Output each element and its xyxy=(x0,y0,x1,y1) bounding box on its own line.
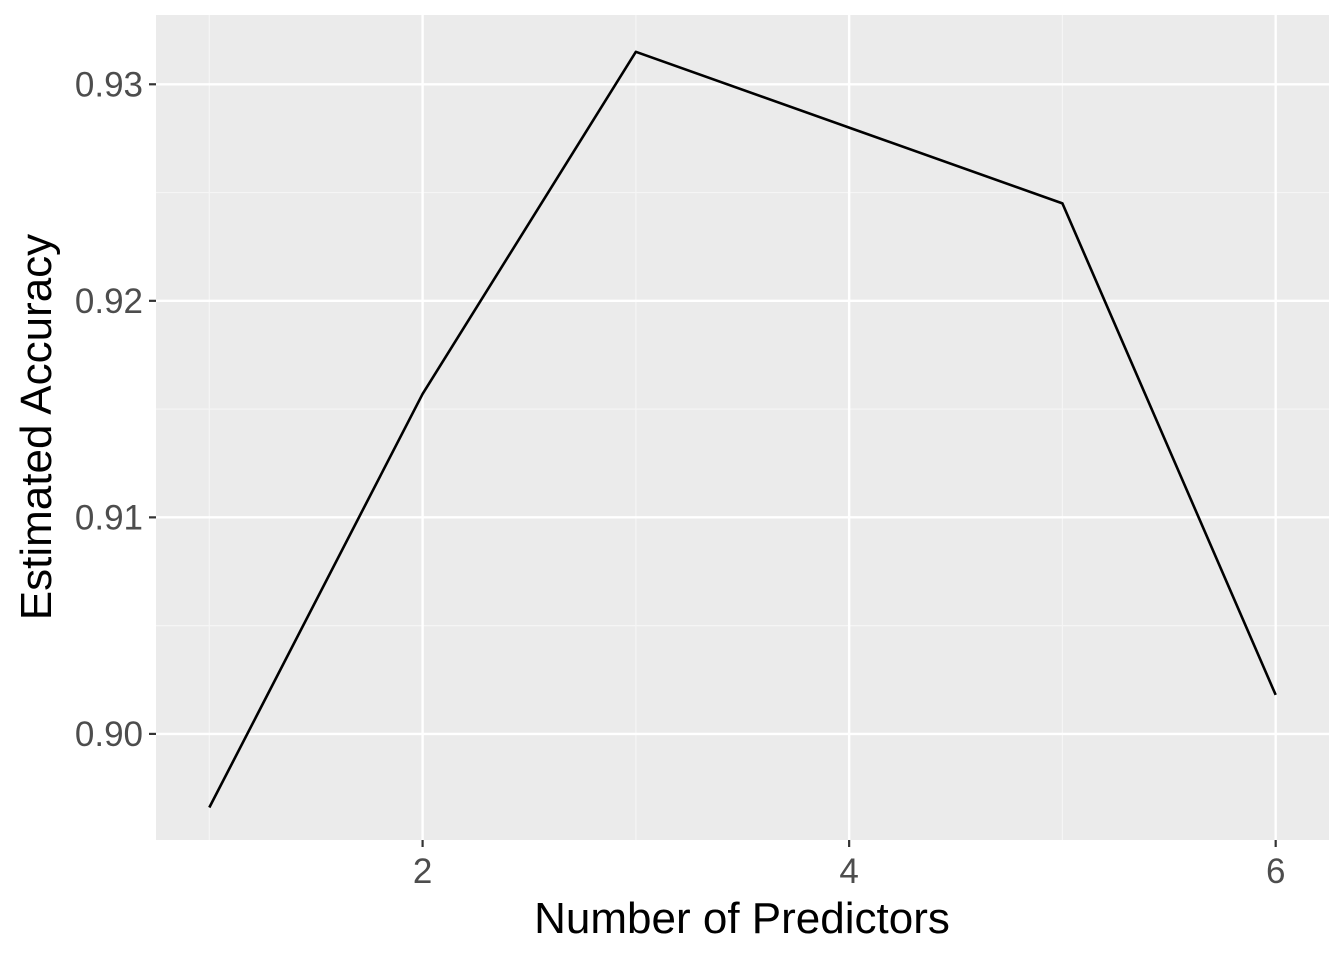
y-tick-label: 0.90 xyxy=(75,715,143,754)
series-lines xyxy=(208,50,1277,809)
y-axis-ticks: 0.90 0.91 0.92 0.93 xyxy=(75,65,156,754)
x-tick-label: 2 xyxy=(413,852,432,891)
x-axis-ticks: 2 4 6 xyxy=(413,840,1285,891)
y-tick-label: 0.93 xyxy=(75,65,143,104)
x-tick-label: 6 xyxy=(1266,852,1285,891)
series-line xyxy=(208,50,1277,809)
y-tick-label: 0.91 xyxy=(75,498,143,537)
major-gridlines xyxy=(156,15,1329,840)
x-axis-title: Number of Predictors xyxy=(534,894,950,943)
y-tick-label: 0.92 xyxy=(75,282,143,321)
minor-gridlines xyxy=(156,15,1329,840)
y-axis-title: Estimated Accuracy xyxy=(12,234,61,620)
plot-panel xyxy=(156,15,1329,840)
x-tick-label: 4 xyxy=(839,852,858,891)
